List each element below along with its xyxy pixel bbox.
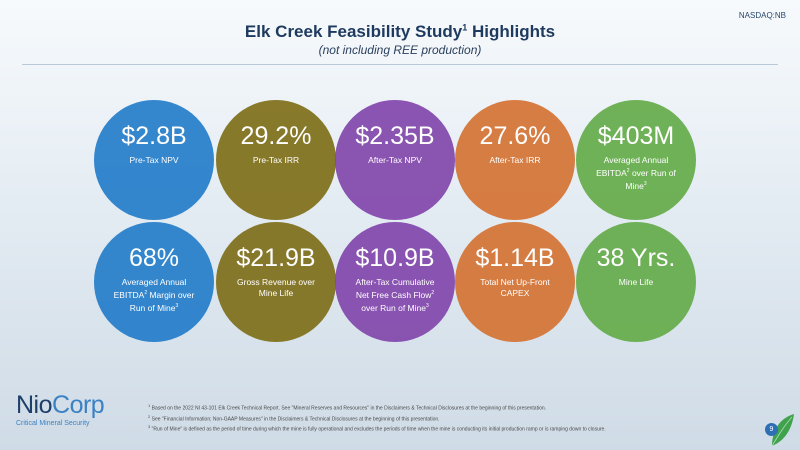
metric-value: 29.2% [240,122,312,150]
metric-label: After-Tax IRR [489,155,541,165]
metric-label: After-Tax Cumulative Net Free Cash Flow2… [355,277,435,313]
metric-label: Pre-Tax IRR [252,155,300,165]
metric-label: Gross Revenue over Mine Life [237,277,315,298]
metric-value: $2.35B [355,122,435,150]
metric-after-tax-irr: 27.6% After-Tax IRR [455,100,575,220]
footnote: 2 See "Financial Information; Non-GAAP M… [148,413,440,423]
leaf-icon [771,414,794,447]
metric-pre-tax-irr: 29.2% Pre-Tax IRR [216,100,336,220]
metric-value: 68% [128,244,180,272]
metric-net-free-cash-flow: $10.9B After-Tax Cumulative Net Free Cas… [335,222,455,342]
footnote: 1 Based on the 2022 NI 43-101 Elk Creek … [148,403,547,412]
footnote: 3 "Run of Mine" is defined as the period… [148,424,606,433]
metric-gross-revenue: $21.9B Gross Revenue over Mine Life [216,222,336,342]
metric-value: $403M [597,122,675,150]
metric-value: $21.9B [236,244,316,272]
logo-tagline: Critical Mineral Security [16,420,90,427]
page-subtitle: (not including REE production) [318,43,482,57]
metric-label: Averaged Annual EBITDA2 Margin over Run … [113,277,195,313]
metric-after-tax-npv: $2.35B After-Tax NPV [335,100,455,220]
metric-label: Total Net Up-Front CAPEX [480,277,550,298]
metric-mine-life: 38 Yrs. Mine Life [576,222,696,342]
metric-ebitda-margin: 68% Averaged Annual EBITDA2 Margin over … [94,222,214,342]
footnotes: 1 Based on the 2022 NI 43-101 Elk Creek … [148,402,788,434]
metric-label: Averaged Annual EBITDA2 over Run of Mine… [596,155,676,191]
metric-value: $1.14B [475,244,555,272]
metric-label: Pre-Tax NPV [129,155,179,165]
metric-avg-annual-ebitda: $403M Averaged Annual EBITDA2 over Run o… [576,100,696,220]
metric-value: 38 Yrs. [596,244,676,272]
metric-value: $10.9B [355,244,435,272]
metric-net-capex: $1.14B Total Net Up-Front CAPEX [455,222,575,342]
page-title: Elk Creek Feasibility Study1 Highlights [244,22,556,41]
title-divider [22,64,778,65]
metric-label: After-Tax NPV [368,155,422,165]
niocorp-logo: NioCorp Critical Mineral Security [16,391,105,427]
metric-value: $2.8B [121,122,187,150]
ticker-symbol: NASDAQ:NB [738,11,786,20]
metric-pre-tax-npv: $2.8B Pre-Tax NPV [94,100,214,220]
page-number: 9 [765,423,778,436]
metric-value: 27.6% [479,122,551,150]
metric-label: Mine Life [618,277,654,287]
